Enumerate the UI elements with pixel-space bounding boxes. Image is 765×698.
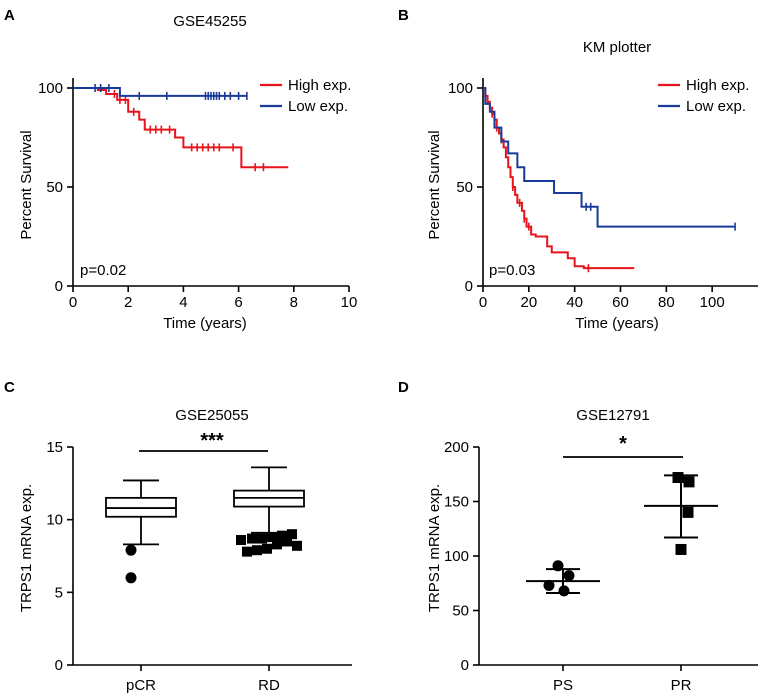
x-tick-label: pCR bbox=[126, 677, 156, 694]
panel-c-y-label: TRPS1 mRNA exp. bbox=[18, 484, 35, 612]
x-tick-label: 6 bbox=[234, 294, 242, 311]
panel-letter-a: A bbox=[4, 7, 15, 24]
panel-d-plot bbox=[526, 456, 718, 597]
panel-c-plot bbox=[105, 450, 305, 584]
y-tick-label: 200 bbox=[444, 439, 469, 456]
y-tick-label: 0 bbox=[55, 278, 63, 295]
x-tick-label: 4 bbox=[179, 294, 187, 311]
data-point bbox=[683, 476, 695, 488]
x-tick-label: 40 bbox=[566, 294, 583, 311]
panel-d-significance: * bbox=[619, 433, 627, 455]
y-tick-label: 100 bbox=[444, 548, 469, 565]
x-tick-label: PS bbox=[553, 677, 573, 694]
panel-b-axes: 0 20 40 60 80 100 0 50 100 bbox=[448, 78, 758, 311]
panel-b-title: KM plotter bbox=[583, 39, 651, 56]
outlier-point bbox=[272, 539, 282, 550]
y-tick-label: 50 bbox=[456, 179, 473, 196]
y-tick-label: 50 bbox=[452, 603, 469, 620]
x-tick-label: PR bbox=[671, 677, 692, 694]
y-tick-label: 0 bbox=[55, 657, 63, 674]
data-point bbox=[552, 560, 564, 572]
panel-c: C GSE25055 TRPS1 mRNA exp. *** 0 5 10 15 pCR… bbox=[4, 379, 352, 694]
y-tick-label: 15 bbox=[46, 439, 63, 456]
outlier-point bbox=[242, 546, 252, 557]
x-tick-label: 100 bbox=[700, 294, 725, 311]
x-tick-label: 2 bbox=[124, 294, 132, 311]
outlier-point bbox=[277, 530, 287, 541]
panel-b-plot bbox=[483, 87, 736, 273]
x-tick-label: 8 bbox=[290, 294, 298, 311]
data-point bbox=[682, 506, 694, 518]
x-tick-label: 0 bbox=[69, 294, 77, 311]
panel-a-title: GSE45255 bbox=[173, 13, 246, 30]
panel-b-y-label: Percent Survival bbox=[426, 130, 443, 239]
data-point bbox=[563, 570, 575, 582]
outlier-point bbox=[252, 545, 262, 556]
y-tick-label: 10 bbox=[46, 512, 63, 529]
data-point bbox=[672, 472, 684, 484]
x-tick-label: 0 bbox=[479, 294, 487, 311]
panel-letter-d: D bbox=[398, 379, 409, 396]
panel-letter-c: C bbox=[4, 379, 15, 396]
y-tick-label: 50 bbox=[46, 179, 63, 196]
outlier-point bbox=[247, 533, 257, 544]
panel-b: B KM plotter Percent Survival Time (year… bbox=[398, 7, 758, 332]
outlier-point bbox=[262, 543, 272, 554]
panel-a: A GSE45255 Percent Survival Time (years)… bbox=[4, 7, 357, 332]
panel-b-legend: High exp. Low exp. bbox=[658, 77, 749, 115]
outlier-point bbox=[287, 529, 297, 540]
panel-d-y-label: TRPS1 mRNA exp. bbox=[426, 484, 443, 612]
panel-b-x-label: Time (years) bbox=[575, 315, 659, 332]
y-tick-label: 150 bbox=[444, 494, 469, 511]
panel-letter-b: B bbox=[398, 7, 409, 24]
panel-c-axes: 0 5 10 15 pCR RD bbox=[46, 439, 352, 694]
panel-a-plot bbox=[73, 84, 289, 172]
outlier-point bbox=[257, 533, 267, 544]
data-point bbox=[558, 585, 570, 597]
legend-label-high: High exp. bbox=[686, 77, 749, 94]
survival-curve-lowexp bbox=[483, 87, 736, 228]
panel-d-axes: 0 50 100 150 200 PS PR bbox=[444, 439, 758, 694]
survival-curve-highexp bbox=[73, 87, 289, 169]
x-tick-label: 10 bbox=[341, 294, 358, 311]
panel-a-legend: High exp. Low exp. bbox=[260, 77, 351, 115]
x-tick-label: 80 bbox=[658, 294, 675, 311]
survival-curve-highexp bbox=[483, 87, 635, 270]
y-tick-label: 0 bbox=[461, 657, 469, 674]
legend-label-low: Low exp. bbox=[288, 98, 348, 115]
panel-b-p-value: p=0.03 bbox=[489, 262, 535, 279]
data-point bbox=[675, 543, 687, 555]
y-tick-label: 100 bbox=[38, 80, 63, 97]
y-tick-label: 5 bbox=[55, 584, 63, 601]
x-tick-label: 60 bbox=[612, 294, 629, 311]
panel-c-title: GSE25055 bbox=[175, 407, 248, 424]
y-tick-label: 100 bbox=[448, 80, 473, 97]
panel-d: D GSE12791 TRPS1 mRNA exp. * 0 50 100 150 20… bbox=[398, 379, 758, 694]
panel-a-x-label: Time (years) bbox=[163, 315, 247, 332]
panel-a-p-value: p=0.02 bbox=[80, 262, 126, 279]
x-tick-label: 20 bbox=[520, 294, 537, 311]
panel-c-significance: *** bbox=[200, 430, 224, 452]
outlier-point bbox=[125, 544, 137, 556]
y-tick-label: 0 bbox=[465, 278, 473, 295]
outlier-point bbox=[292, 540, 302, 551]
outlier-point bbox=[125, 572, 137, 584]
legend-label-high: High exp. bbox=[288, 77, 351, 94]
data-point bbox=[543, 579, 555, 591]
survival-curve-lowexp bbox=[73, 87, 247, 97]
outlier-point bbox=[236, 535, 246, 546]
outlier-point bbox=[267, 532, 277, 543]
panel-d-title: GSE12791 bbox=[576, 407, 649, 424]
outlier-point bbox=[282, 536, 292, 547]
legend-label-low: Low exp. bbox=[686, 98, 746, 115]
x-tick-label: RD bbox=[258, 677, 280, 694]
panel-a-y-label: Percent Survival bbox=[18, 130, 35, 239]
